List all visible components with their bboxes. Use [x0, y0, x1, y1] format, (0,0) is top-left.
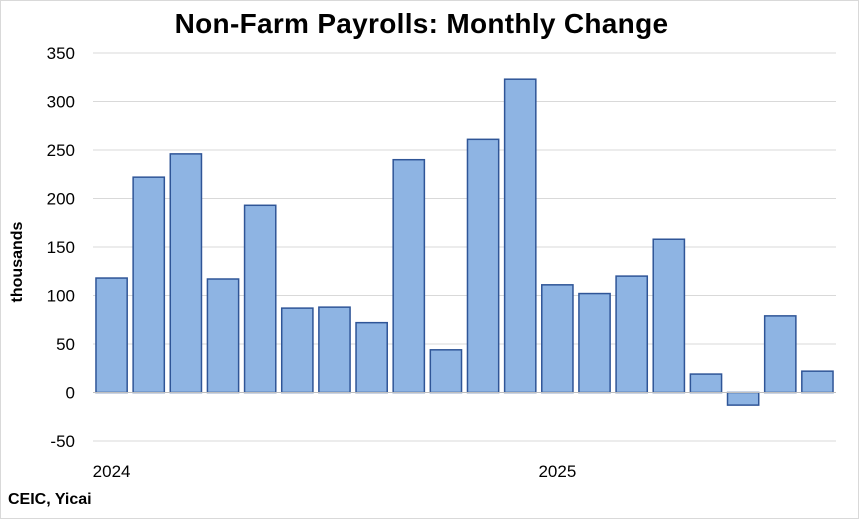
bar [726, 391, 760, 406]
bar [466, 138, 500, 394]
source-note: CEIC, Yicai [8, 491, 92, 508]
x-tick-label: 2025 [538, 462, 576, 481]
bar [169, 153, 203, 394]
bar [615, 275, 649, 394]
bar [355, 321, 388, 394]
y-tick-label: -50 [50, 432, 75, 451]
bar [280, 307, 314, 394]
bar [541, 284, 574, 394]
y-tick-label: 150 [47, 238, 75, 257]
y-tick-label: 250 [47, 141, 75, 160]
y-tick-label: 0 [66, 384, 75, 403]
y-tick-label: 300 [47, 93, 75, 112]
chart-title: Non-Farm Payrolls: Monthly Change [174, 8, 669, 39]
y-tick-label: 200 [47, 190, 75, 209]
x-tick-label: 2024 [93, 462, 131, 481]
bar [763, 315, 797, 394]
y-tick-label: 100 [47, 287, 75, 306]
y-tick-label: 50 [56, 335, 75, 354]
bar [318, 306, 351, 394]
bar [95, 277, 128, 394]
bar [132, 176, 166, 394]
bar [801, 370, 834, 394]
bar [392, 158, 426, 394]
bar [689, 373, 723, 394]
bar [206, 278, 240, 394]
bar [429, 349, 463, 394]
bar [503, 78, 537, 394]
y-tick-label: 350 [47, 44, 75, 63]
bar [578, 292, 611, 394]
bar [652, 238, 686, 394]
bar [243, 204, 277, 394]
